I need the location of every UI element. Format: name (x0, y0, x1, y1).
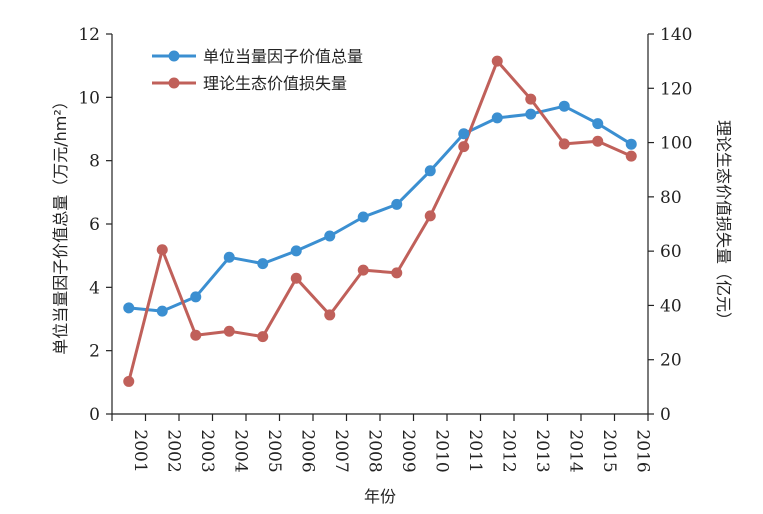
left-y-tick-label: 12 (78, 25, 100, 45)
series-2-point (424, 210, 436, 222)
series-lines (127, 59, 633, 382)
legend-marker-2 (168, 77, 180, 89)
series-1-point (391, 198, 403, 210)
series-2-point (525, 93, 537, 105)
right-y-tick-label: 0 (660, 405, 671, 425)
series-2-point (257, 331, 269, 343)
series-2-point (223, 325, 235, 337)
series-1-point (558, 100, 570, 112)
series-2-point (123, 375, 135, 387)
left-y-tick-label: 4 (89, 278, 100, 298)
right-y-tick-label: 60 (660, 242, 682, 262)
x-tick-label: 2009 (398, 429, 418, 472)
x-tick-label: 2011 (465, 429, 485, 472)
left-y-tick-label: 8 (89, 152, 100, 172)
series-1-point (625, 138, 637, 150)
series-2-point (190, 329, 202, 341)
series-1-point (123, 302, 135, 314)
x-tick-label: 2006 (297, 429, 317, 472)
series-1-point (290, 245, 302, 257)
x-tick-label: 2008 (364, 429, 384, 472)
series-1-point (592, 118, 604, 130)
x-tick-label: 2016 (632, 429, 652, 472)
x-tick-label: 2012 (498, 429, 518, 472)
left-y-tick-label: 10 (78, 88, 100, 108)
series-1-point (424, 165, 436, 177)
series-2-point (558, 138, 570, 150)
x-tick-label: 2013 (532, 429, 552, 472)
series-1-point (324, 230, 336, 242)
x-tick-label: 2003 (197, 429, 217, 472)
x-tick-label: 2002 (163, 429, 183, 472)
series-1-point (525, 108, 537, 120)
series-2-point (357, 264, 369, 276)
series-1-point (223, 251, 235, 263)
series-1-point (357, 211, 369, 223)
x-tick-label: 2010 (431, 429, 451, 472)
series-points (123, 55, 637, 387)
right-y-tick-label: 100 (660, 134, 692, 154)
left-y-tick-label: 2 (89, 342, 100, 362)
x-tick-label: 2004 (230, 429, 250, 472)
series-1-point (257, 258, 269, 270)
left-y-tick-label: 6 (89, 215, 100, 235)
right-y-tick-label: 40 (660, 296, 682, 316)
x-tick-label: 2007 (331, 429, 351, 472)
x-tick-label: 2015 (599, 429, 619, 472)
legend-marker-1 (168, 50, 180, 62)
right-y-tick-label: 140 (660, 25, 692, 45)
series-1-point (190, 291, 202, 303)
series-2-point (592, 135, 604, 147)
left-y-tick-label: 0 (89, 405, 100, 425)
right-y-axis-title: 理论生态价值损失量（亿元） (714, 120, 733, 328)
series-2-point (324, 309, 336, 321)
x-tick-label: 2005 (264, 429, 284, 472)
left-y-axis-title: 单位当量因子价值总量（万元/hm²） (51, 93, 70, 355)
series-2-point (491, 55, 503, 67)
series-2-point (458, 141, 470, 153)
x-axis-title: 年份 (364, 487, 396, 506)
legend-label-2: 理论生态价值损失量 (203, 74, 347, 93)
legend-label-1: 单位当量因子价值总量 (203, 47, 363, 66)
x-tick-label: 2001 (130, 429, 150, 472)
x-tick-label: 2014 (565, 429, 585, 472)
series-1-point (458, 128, 470, 140)
series-1-point (491, 112, 503, 124)
right-y-tick-label: 120 (660, 79, 692, 99)
series-2-point (391, 267, 403, 279)
series-2-point (290, 272, 302, 284)
series-2-point (156, 244, 168, 256)
series-line-2 (127, 59, 632, 382)
right-y-tick-label: 20 (660, 351, 682, 371)
axes (111, 34, 649, 415)
right-y-tick-label: 80 (660, 188, 682, 208)
series-2-point (625, 150, 637, 162)
series-1-point (156, 305, 168, 317)
series-line-1 (128, 104, 633, 313)
